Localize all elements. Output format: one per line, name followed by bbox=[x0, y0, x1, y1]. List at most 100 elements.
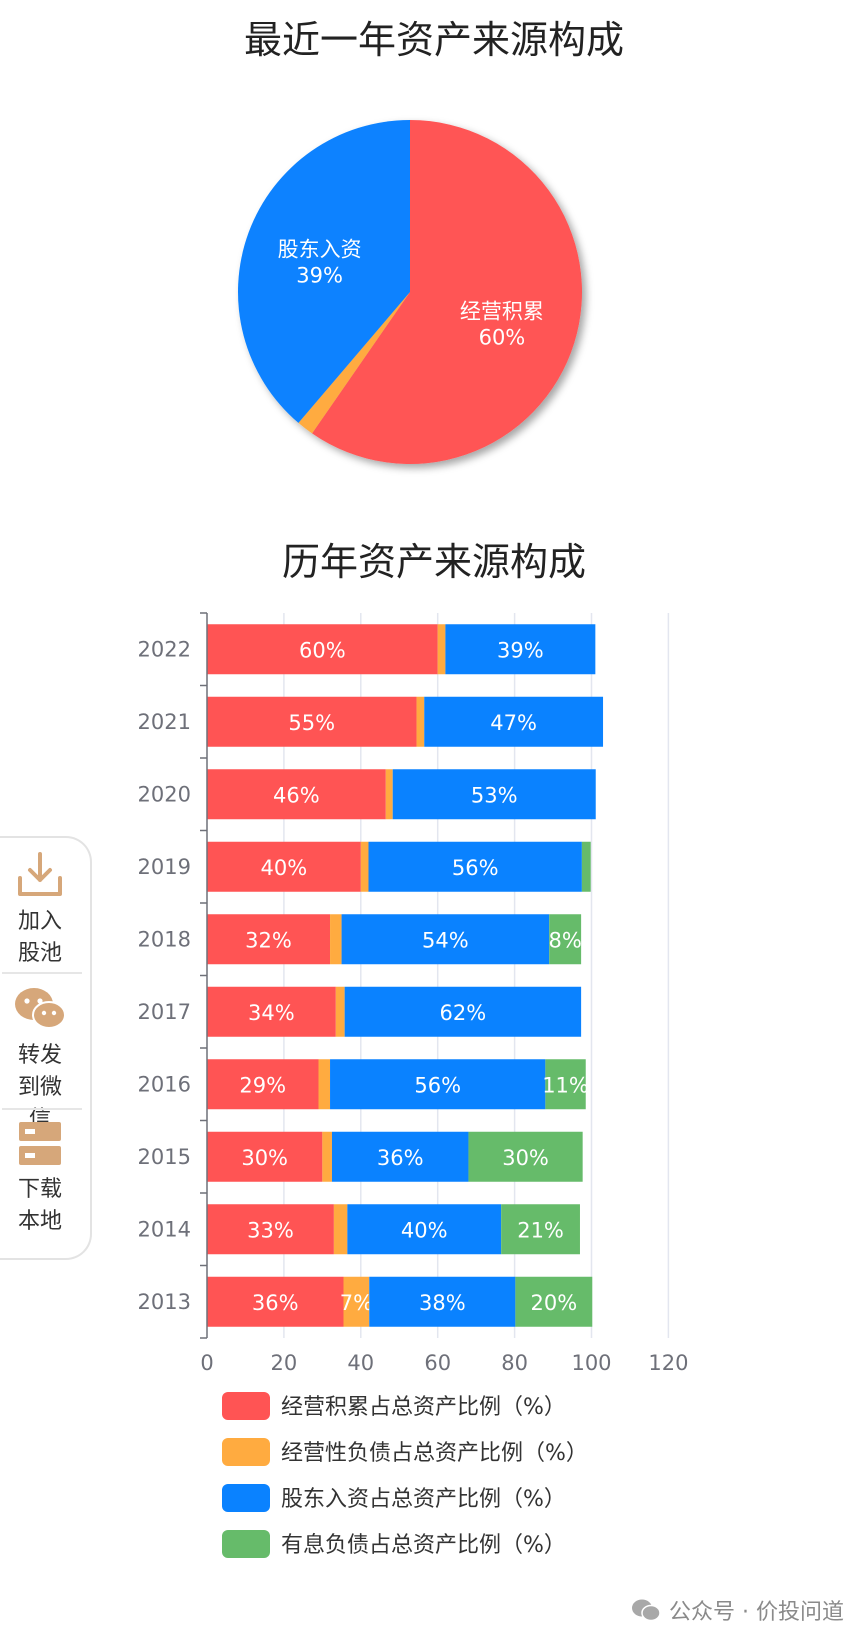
legend-swatch bbox=[222, 1438, 270, 1466]
bar-segment bbox=[335, 986, 345, 1037]
bar-segment bbox=[207, 841, 361, 892]
pie-slice-2 bbox=[238, 119, 410, 423]
bar-data-label: 7% bbox=[340, 1291, 373, 1315]
bar-segment bbox=[515, 1276, 593, 1327]
bar-segment bbox=[545, 1059, 586, 1110]
download-local-button[interactable]: 下载本地 bbox=[0, 1120, 82, 1238]
bar-data-label: 56% bbox=[414, 1073, 461, 1097]
bar-data-label: 39% bbox=[497, 638, 544, 662]
pie-slice-label: 经营积累 bbox=[460, 300, 544, 324]
y-tick-label: 2020 bbox=[138, 782, 191, 806]
stacked-bar-chart: 历年资产来源构成 60% 39% 55% 47% 46% 53% 40% 56% 32% 54% 8… bbox=[138, 540, 688, 1558]
bar-data-label: 38% bbox=[419, 1291, 466, 1315]
x-tick-label: 60 bbox=[424, 1351, 451, 1375]
bar-data-label: 36% bbox=[377, 1146, 424, 1170]
wechat-official-icon bbox=[632, 1599, 661, 1622]
bar-segment bbox=[330, 1059, 546, 1110]
bar-segment bbox=[416, 696, 425, 747]
bar-data-label: 11% bbox=[542, 1073, 589, 1097]
bar-data-label: 21% bbox=[517, 1218, 564, 1242]
pie-chart-title: 最近一年资产来源构成 bbox=[244, 18, 624, 62]
x-tick-label: 20 bbox=[271, 1351, 298, 1375]
bar-segment bbox=[468, 1131, 583, 1182]
bar-data-label: 55% bbox=[288, 711, 335, 735]
bar-segment bbox=[392, 769, 596, 820]
y-tick-label: 2013 bbox=[138, 1290, 191, 1314]
bar-segment bbox=[344, 986, 582, 1037]
side-divider bbox=[2, 972, 82, 974]
legend-label: 有息负债占总资产比例（%） bbox=[281, 1533, 566, 1558]
legend-label: 经营性负债占总资产比例（%） bbox=[281, 1441, 588, 1466]
bar-data-label: 36% bbox=[252, 1291, 299, 1315]
bar-data-label: 54% bbox=[422, 928, 469, 952]
bar-chart-title: 历年资产来源构成 bbox=[282, 540, 586, 584]
x-tick-label: 80 bbox=[501, 1351, 528, 1375]
x-tick-label: 100 bbox=[571, 1351, 611, 1375]
legend-item[interactable]: 经营性负债占总资产比例（%） bbox=[222, 1438, 588, 1466]
wechat-icon bbox=[15, 988, 66, 1029]
download-local-label: 下载本地 bbox=[17, 1177, 62, 1234]
legend-swatch bbox=[222, 1392, 270, 1420]
bar-segment bbox=[207, 986, 336, 1037]
pie-slice-value: 60% bbox=[479, 326, 526, 350]
bar-data-label: 30% bbox=[502, 1146, 549, 1170]
bar-segment bbox=[207, 1131, 323, 1182]
y-tick-label: 2022 bbox=[138, 637, 191, 661]
legend-item[interactable]: 有息负债占总资产比例（%） bbox=[222, 1530, 566, 1558]
storage-drive-icon bbox=[19, 1122, 61, 1165]
y-tick-label: 2015 bbox=[138, 1145, 191, 1169]
bar-data-label: 29% bbox=[239, 1073, 286, 1097]
bar-segment bbox=[207, 624, 438, 675]
x-tick-label: 120 bbox=[648, 1351, 688, 1375]
y-tick-label: 2021 bbox=[138, 710, 191, 734]
bar-segment bbox=[360, 841, 369, 892]
y-tick-label: 2019 bbox=[138, 855, 191, 879]
bar-segment bbox=[501, 1204, 580, 1255]
y-tick-label: 2017 bbox=[138, 1000, 191, 1024]
legend-item[interactable]: 经营积累占总资产比例（%） bbox=[222, 1392, 566, 1420]
bar-segment bbox=[341, 914, 550, 965]
bar-segment bbox=[318, 1059, 331, 1110]
bar-segment bbox=[445, 624, 596, 675]
add-to-pool-label: 加入股池 bbox=[17, 909, 62, 966]
bar-segment bbox=[437, 624, 446, 675]
side-action-panel: 加入股池 转发到微信 下载本地 bbox=[0, 836, 92, 1260]
bar-segment bbox=[368, 841, 582, 892]
legend-swatch bbox=[222, 1484, 270, 1512]
watermark-text: 公众号 · 价投问道 bbox=[669, 1600, 844, 1625]
bar-segment bbox=[385, 769, 393, 820]
pie-slice-value: 39% bbox=[296, 264, 343, 288]
y-tick-label: 2016 bbox=[138, 1072, 191, 1096]
bar-data-label: 53% bbox=[471, 783, 518, 807]
bar-segment bbox=[369, 1276, 516, 1327]
pie-slice-label: 股东入资 bbox=[278, 238, 362, 262]
download-tray-icon bbox=[18, 852, 62, 896]
share-wechat-button[interactable]: 转发到微信 bbox=[0, 984, 82, 1136]
bar-data-label: 40% bbox=[401, 1218, 448, 1242]
bar-segment bbox=[207, 1059, 319, 1110]
bar-segment bbox=[207, 914, 331, 965]
bar-data-label: 47% bbox=[490, 711, 537, 735]
bar-data-label: 60% bbox=[299, 638, 346, 662]
pie-slice-0 bbox=[312, 120, 582, 464]
bar-segment bbox=[347, 1204, 502, 1255]
bar-segment bbox=[322, 1131, 332, 1182]
bar-data-label: 40% bbox=[261, 856, 308, 880]
bar-segment bbox=[424, 696, 604, 747]
y-tick-label: 2014 bbox=[138, 1217, 191, 1241]
bar-data-label: 30% bbox=[241, 1146, 288, 1170]
bar-segment bbox=[330, 914, 342, 965]
bar-segment bbox=[333, 1204, 348, 1255]
legend-item[interactable]: 股东入资占总资产比例（%） bbox=[222, 1484, 566, 1512]
bar-data-label: 20% bbox=[530, 1291, 577, 1315]
bar-segment bbox=[549, 914, 582, 965]
bar-data-label: 46% bbox=[273, 783, 320, 807]
bar-data-label: 8% bbox=[548, 928, 581, 952]
bar-data-label: 32% bbox=[245, 928, 292, 952]
add-to-pool-button[interactable]: 加入股池 bbox=[0, 850, 82, 970]
bar-data-label: 34% bbox=[248, 1001, 295, 1025]
bar-segment bbox=[581, 841, 591, 892]
legend-swatch bbox=[222, 1530, 270, 1558]
bar-segment bbox=[207, 1204, 334, 1255]
